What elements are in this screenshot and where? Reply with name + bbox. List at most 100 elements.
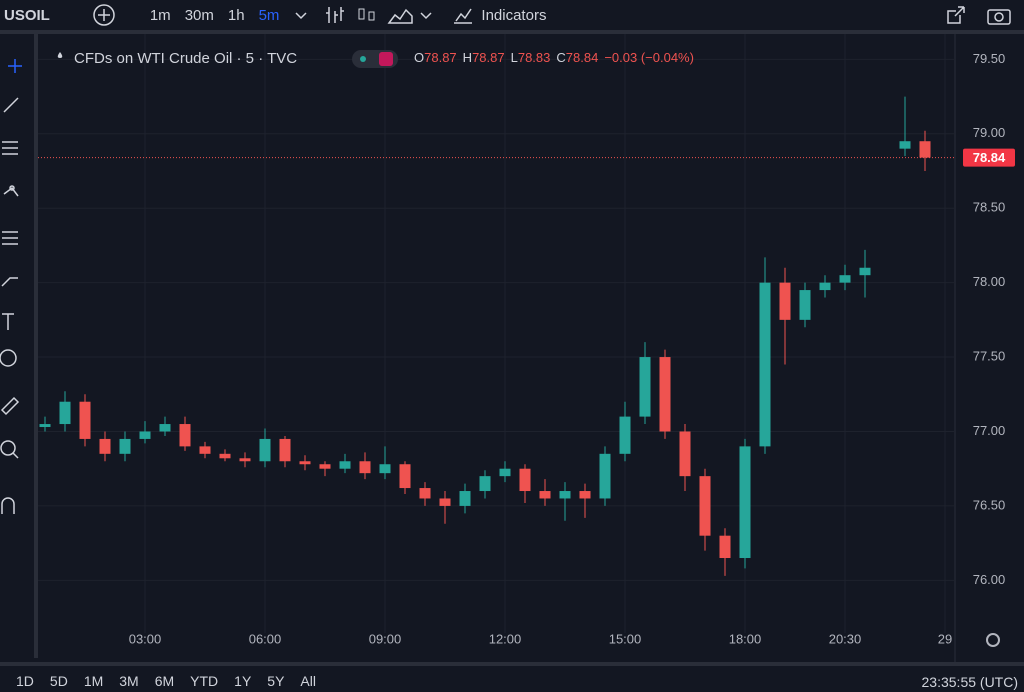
- source-icon: [57, 52, 63, 58]
- x-tick-label: 12:00: [489, 631, 522, 646]
- candle-body: [599, 453, 611, 499]
- candle-body: [619, 416, 631, 454]
- plot-background: [38, 34, 1024, 662]
- chart-title: CFDs on WTI Crude Oil · 5 · TVC: [74, 50, 297, 67]
- candle-body: [359, 461, 371, 474]
- candle-body: [679, 431, 691, 477]
- legend-item: L: [511, 50, 518, 65]
- interval-button[interactable]: 30m: [184, 6, 214, 24]
- candle-body: [439, 498, 451, 506]
- range-button[interactable]: YTD: [190, 673, 219, 689]
- candle-body: [779, 282, 791, 320]
- y-tick-label: 77.50: [973, 348, 1006, 363]
- interval-button[interactable]: 1h: [227, 6, 245, 24]
- indicators-icon[interactable]: [451, 3, 475, 27]
- y-tick-label: 78.50: [973, 200, 1006, 215]
- interval-button[interactable]: 1m: [149, 6, 171, 24]
- candle-body: [59, 401, 71, 425]
- candle-body: [759, 282, 771, 447]
- toggle-dot: [360, 56, 366, 62]
- candle-body: [239, 458, 251, 462]
- x-tick-label: 20:30: [829, 631, 862, 646]
- last-price-label: 78.84: [973, 150, 1006, 165]
- y-tick-label: 77.00: [973, 423, 1006, 438]
- legend-item: 78.84: [566, 50, 599, 65]
- candle-body: [919, 141, 931, 158]
- range-button[interactable]: All: [300, 673, 316, 689]
- range-button[interactable]: 1D: [16, 673, 34, 689]
- chart-style-icons[interactable]: [325, 3, 435, 27]
- drawing-toolbar: [0, 34, 38, 658]
- drawing-tools[interactable]: [0, 34, 34, 554]
- interval-dropdown[interactable]: [291, 5, 311, 25]
- legend-item: 78.87: [424, 50, 457, 65]
- candle-body: [519, 468, 531, 492]
- candle-body: [699, 476, 711, 536]
- x-tick-label: 18:00: [729, 631, 762, 646]
- interval-button[interactable]: 5m: [258, 6, 280, 24]
- candle-body: [299, 461, 311, 465]
- range-button[interactable]: 1Y: [234, 673, 252, 689]
- y-tick-label: 76.50: [973, 497, 1006, 512]
- legend-item: 78.83: [518, 50, 551, 65]
- candle-body: [399, 464, 411, 489]
- candle-body: [139, 431, 151, 439]
- candle-body: [539, 491, 551, 499]
- x-tick-label: 09:00: [369, 631, 402, 646]
- candle-body: [579, 491, 591, 499]
- add-symbol-icon[interactable]: [92, 3, 116, 27]
- candle-body: [99, 438, 111, 454]
- candle-body: [659, 357, 671, 432]
- x-tick-label: 06:00: [249, 631, 282, 646]
- candle-body: [219, 453, 231, 459]
- legend-item: 78.87: [472, 50, 505, 65]
- candle-body: [419, 488, 431, 499]
- range-button[interactable]: 5Y: [267, 673, 285, 689]
- chart: 76.00 76.50 77.00 77.50 78.00 78.50 79.00 79.50…: [38, 34, 1024, 662]
- candle-body: [279, 438, 291, 462]
- legend-item: −0.03 (−0.04%): [604, 50, 694, 65]
- candle-body: [379, 464, 391, 474]
- legend-item: O: [414, 50, 424, 65]
- range-button[interactable]: 6M: [154, 673, 175, 689]
- y-tick-label: 79.50: [973, 51, 1006, 66]
- candle-body: [179, 424, 191, 447]
- indicators-button[interactable]: Indicators: [481, 6, 547, 24]
- toggle-square: [379, 52, 393, 66]
- x-tick-label: 29: [938, 631, 952, 646]
- candle-body: [199, 446, 211, 454]
- legend-item: C: [556, 50, 565, 65]
- clock: 23:35:55 (UTC): [921, 674, 1018, 690]
- range-button[interactable]: 3M: [119, 673, 139, 689]
- legend-item: H: [463, 50, 472, 65]
- candle-body: [799, 290, 811, 320]
- candle-body: [39, 424, 51, 428]
- candle-body: [79, 401, 91, 439]
- x-tick-label: 03:00: [129, 631, 162, 646]
- bottom-toolbar: 1D 5D 1M 3M 6M YTD 1Y 5Y All 23:35:55 (UTC): [0, 662, 1024, 692]
- candle-body: [319, 464, 331, 469]
- candle-body: [559, 491, 571, 499]
- candle-body: [119, 438, 131, 454]
- last-price-tag: [963, 148, 1015, 167]
- candle-body: [499, 468, 511, 477]
- candle-body: [339, 461, 351, 469]
- range-buttons: 1D 5D 1M 3M 6M YTD 1Y 5Y All: [0, 673, 316, 689]
- candle-body: [819, 282, 831, 291]
- candle-body: [459, 491, 471, 506]
- share-icons[interactable]: [944, 3, 1024, 27]
- candle-body: [479, 476, 491, 492]
- range-button[interactable]: 5D: [49, 673, 68, 689]
- candle-body: [159, 424, 171, 432]
- y-tick-label: 78.00: [973, 274, 1006, 289]
- y-tick-label: 79.00: [973, 125, 1006, 140]
- candle-body: [859, 267, 871, 276]
- ohlc-legend: O78.87 H78.87 L78.83 C78.84 −0.03 (−0.04%): [414, 50, 694, 65]
- candle-body: [739, 446, 751, 559]
- symbol[interactable]: USOIL: [4, 6, 50, 24]
- settings-icon[interactable]: [986, 633, 1000, 647]
- candle-body: [899, 141, 911, 149]
- range-button[interactable]: 1M: [83, 673, 104, 689]
- candle-body: [839, 275, 851, 283]
